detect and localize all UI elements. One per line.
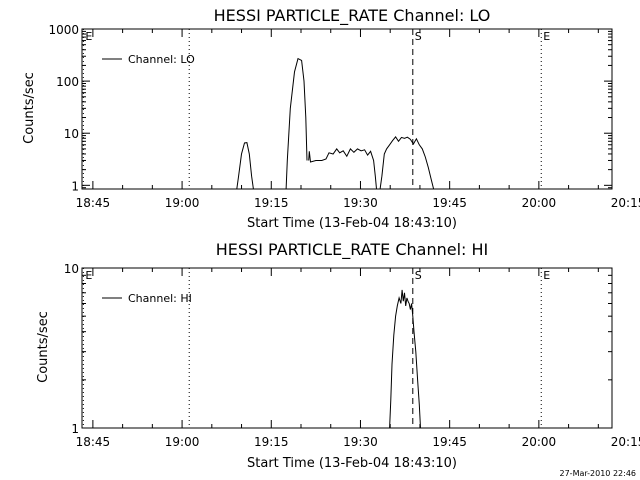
y-tick-label: 10 <box>64 262 79 276</box>
marker-label: E <box>543 30 550 43</box>
y-tick-label: 1 <box>71 179 79 193</box>
x-axis: 18:45 19:00 19:15 19:30 19:45 20:00 20:15 <box>76 29 640 210</box>
y-axis: 1 10 100 1000 <box>48 23 612 193</box>
series-line <box>285 57 308 189</box>
x-tick-label: 20:00 <box>522 196 557 210</box>
plot-frame <box>81 267 613 429</box>
marker-label: S <box>415 30 422 43</box>
panel-title: HESSI PARTICLE_RATE Channel: HI <box>216 240 489 260</box>
panel-hi: HESSI PARTICLE_RATE Channel: HI Start Ti… <box>36 240 640 471</box>
y-tick-label: 1 <box>71 422 79 436</box>
series-line <box>389 289 421 428</box>
x-tick-label: 19:00 <box>165 435 200 449</box>
plot-area <box>389 289 421 428</box>
y-tick-label: 10 <box>64 127 79 141</box>
plot-frame <box>81 28 613 190</box>
x-tick-label: 19:30 <box>343 435 378 449</box>
x-axis-label: Start Time (13-Feb-04 18:43:10) <box>247 456 457 471</box>
series-line <box>379 136 435 189</box>
legend-label: Channel: LO <box>128 53 195 66</box>
x-tick-label: 20:00 <box>522 435 557 449</box>
marker-label: E <box>85 30 92 43</box>
series-line <box>236 142 254 189</box>
marker-label: E <box>85 269 92 282</box>
timestamp: 27-Mar-2010 22:46 <box>560 469 637 478</box>
x-tick-label: 19:45 <box>432 435 467 449</box>
plot-area <box>236 57 435 189</box>
y-tick-label: 100 <box>56 75 79 89</box>
x-tick-label: 18:45 <box>76 435 111 449</box>
panel-title: HESSI PARTICLE_RATE Channel: LO <box>214 6 491 26</box>
y-axis: 1 10 <box>64 262 612 436</box>
x-axis: 18:45 19:00 19:15 19:30 19:45 20:00 20:15 <box>76 268 640 449</box>
marker-label: E <box>543 269 550 282</box>
x-tick-label: 19:30 <box>343 196 378 210</box>
x-tick-label: 20:15 <box>611 435 640 449</box>
x-tick-label: 19:45 <box>432 196 467 210</box>
y-axis-label: Counts/sec <box>36 311 51 383</box>
x-tick-label: 20:15 <box>611 196 640 210</box>
x-axis-label: Start Time (13-Feb-04 18:43:10) <box>247 216 457 231</box>
y-axis-label: Counts/sec <box>22 72 37 144</box>
x-tick-label: 19:15 <box>254 435 289 449</box>
x-tick-label: 18:45 <box>76 196 111 210</box>
y-tick-label: 1000 <box>48 23 79 37</box>
legend: Channel: LO <box>102 53 195 66</box>
x-tick-label: 19:00 <box>165 196 200 210</box>
marker-label: S <box>415 269 422 282</box>
legend-label: Channel: HI <box>128 292 192 305</box>
series-line <box>308 148 377 189</box>
legend: Channel: HI <box>102 292 192 305</box>
x-tick-label: 19:15 <box>254 196 289 210</box>
panel-lo: HESSI PARTICLE_RATE Channel: LO Start Ti… <box>22 6 640 231</box>
